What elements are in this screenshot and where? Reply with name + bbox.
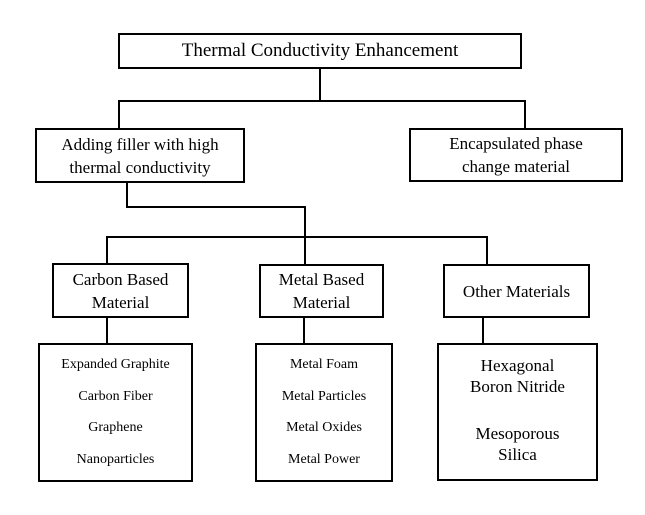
- node-metal-based-label: Metal Based Material: [278, 270, 365, 312]
- list-item: Expanded Graphite: [61, 356, 170, 372]
- node-metal-based-material: Metal Based Material: [259, 264, 384, 318]
- list-item: Metal Foam: [289, 356, 359, 372]
- node-adding-filler-label: Adding filler with high thermal conducti…: [61, 134, 219, 177]
- list-item: Hexagonal Boron Nitride: [470, 356, 565, 396]
- node-encapsulated-pcm-label: Encapsulated phase change material: [449, 134, 583, 176]
- other-items-box: Hexagonal Boron Nitride Mesoporous Silic…: [437, 343, 598, 481]
- connector-root-stem: [319, 68, 321, 102]
- connector-drop-metal: [304, 236, 306, 264]
- list-item: Nanoparticles: [76, 452, 155, 468]
- list-item: Mesoporous Silica: [475, 424, 560, 464]
- node-adding-filler: Adding filler with high thermal conducti…: [35, 128, 245, 183]
- carbon-items-box: Expanded Graphite Carbon Fiber Graphene …: [38, 343, 193, 482]
- node-encapsulated-pcm: Encapsulated phase change material: [409, 128, 623, 182]
- node-root: Thermal Conductivity Enhancement: [118, 33, 522, 69]
- node-root-label: Thermal Conductivity Enhancement: [181, 40, 459, 61]
- list-item: Metal Particles: [281, 388, 367, 404]
- list-item: Metal Power: [288, 452, 360, 468]
- connector-drop-encapsulated: [524, 100, 526, 128]
- connector-metal-to-list: [303, 318, 305, 343]
- node-carbon-based-label: Carbon Based Material: [72, 269, 169, 312]
- list-item: Carbon Fiber: [78, 388, 153, 404]
- connector-filler-elbow-horizontal: [126, 206, 306, 208]
- metal-items-box: Metal Foam Metal Particles Metal Oxides …: [255, 343, 393, 482]
- node-other-materials: Other Materials: [443, 264, 590, 318]
- connector-drop-carbon: [106, 236, 108, 264]
- node-carbon-based-material: Carbon Based Material: [52, 263, 189, 318]
- connector-carbon-to-list: [106, 318, 108, 343]
- connector-branch-horizontal: [118, 100, 526, 102]
- list-item: Graphene: [88, 420, 143, 436]
- connector-drop-filler: [118, 100, 120, 128]
- connector-filler-stem: [126, 183, 128, 208]
- connector-other-to-list: [482, 318, 484, 343]
- list-item: Metal Oxides: [286, 420, 362, 436]
- connector-filler-elbow-vertical: [304, 206, 306, 238]
- connector-category-horizontal: [106, 236, 488, 238]
- node-other-materials-label: Other Materials: [462, 281, 571, 301]
- connector-drop-other: [486, 236, 488, 264]
